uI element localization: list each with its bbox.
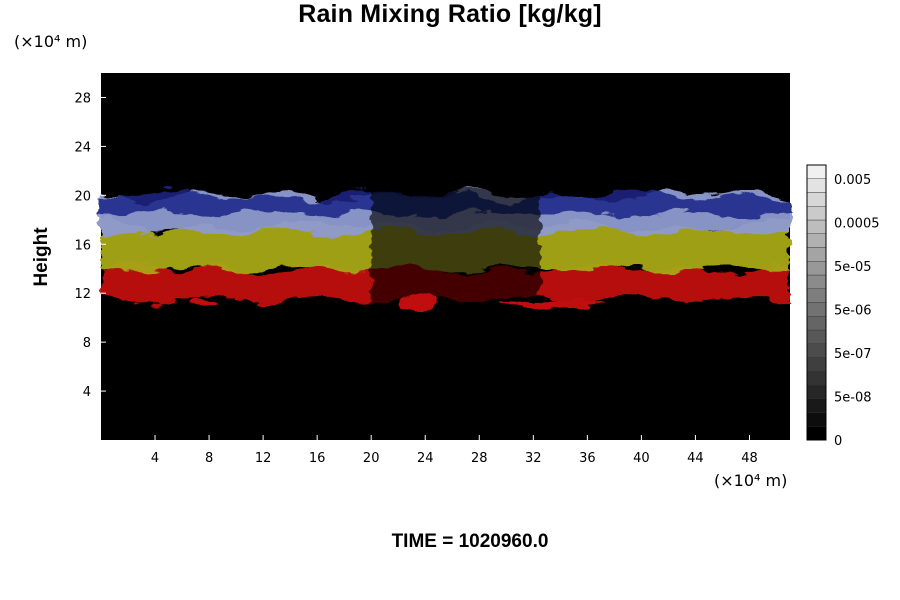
weak-rain-region [371,189,541,306]
colorbar-level [806,371,827,386]
x-axis-unit-label: (×10⁴ m) [714,471,788,490]
x-tick-label: 48 [741,451,758,466]
x-tick-label: 40 [633,451,650,466]
rain-patch [188,298,216,307]
colorbar-level [806,357,827,372]
y-tick-label: 16 [74,238,91,253]
colorbar-tick-label: 5e-05 [834,260,872,275]
colorbar-level [806,261,827,276]
x-tick-label: 24 [417,451,434,466]
x-tick-label: 28 [471,451,488,466]
x-tick-label: 20 [363,451,380,466]
y-tick-label: 28 [74,91,91,106]
colorbar-level [806,412,827,427]
colorbar-level [806,178,827,193]
y-tick-label: 20 [74,189,91,204]
colorbar-level [806,343,827,358]
colorbar-level [806,233,827,248]
rain-field [101,188,790,312]
y-tick-label: 24 [74,140,91,155]
colorbar-level [806,316,827,331]
y-axis-unit-label: (×10⁴ m) [14,32,88,51]
colorbar-level [806,219,827,234]
colorbar-tick-label: 0.0005 [834,217,880,232]
x-tick-label: 36 [579,451,596,466]
colorbar: 0 5e-08 5e-07 5e-06 5e-05 0.0005 0.005 [806,164,880,449]
colorbar-tick-label: 0 [834,434,842,449]
colorbar-level [806,192,827,207]
x-tick-label: 12 [255,451,272,466]
x-tick-label: 32 [525,451,542,466]
colorbar-level [806,274,827,289]
x-tick-label: 16 [309,451,326,466]
y-tick-label: 12 [74,287,91,302]
colorbar-level [806,288,827,303]
y-tick-label: 4 [83,385,91,400]
colorbar-level [806,206,827,221]
rain-patch [499,300,604,309]
colorbar-level [806,302,827,317]
y-tick-label: 8 [83,336,91,351]
colorbar-level [806,164,827,179]
colorbar-tick-label: 0.005 [834,173,871,188]
colorbar-tick-label: 5e-07 [834,347,872,362]
x-tick-label: 4 [151,451,159,466]
colorbar-tick-label: 5e-06 [834,304,872,319]
colorbar-tick-label: 5e-08 [834,391,872,406]
colorbar-level [806,426,827,441]
chart-title: Rain Mixing Ratio [kg/kg] [298,0,602,28]
x-tick-label: 44 [687,451,704,466]
colorbar-level [806,247,827,262]
rain-patch [398,294,439,312]
colorbar-level [806,329,827,344]
colorbar-level [806,398,827,413]
x-tick-label: 8 [205,451,213,466]
colorbar-level [806,384,827,399]
time-label: TIME = 1020960.0 [391,531,549,552]
